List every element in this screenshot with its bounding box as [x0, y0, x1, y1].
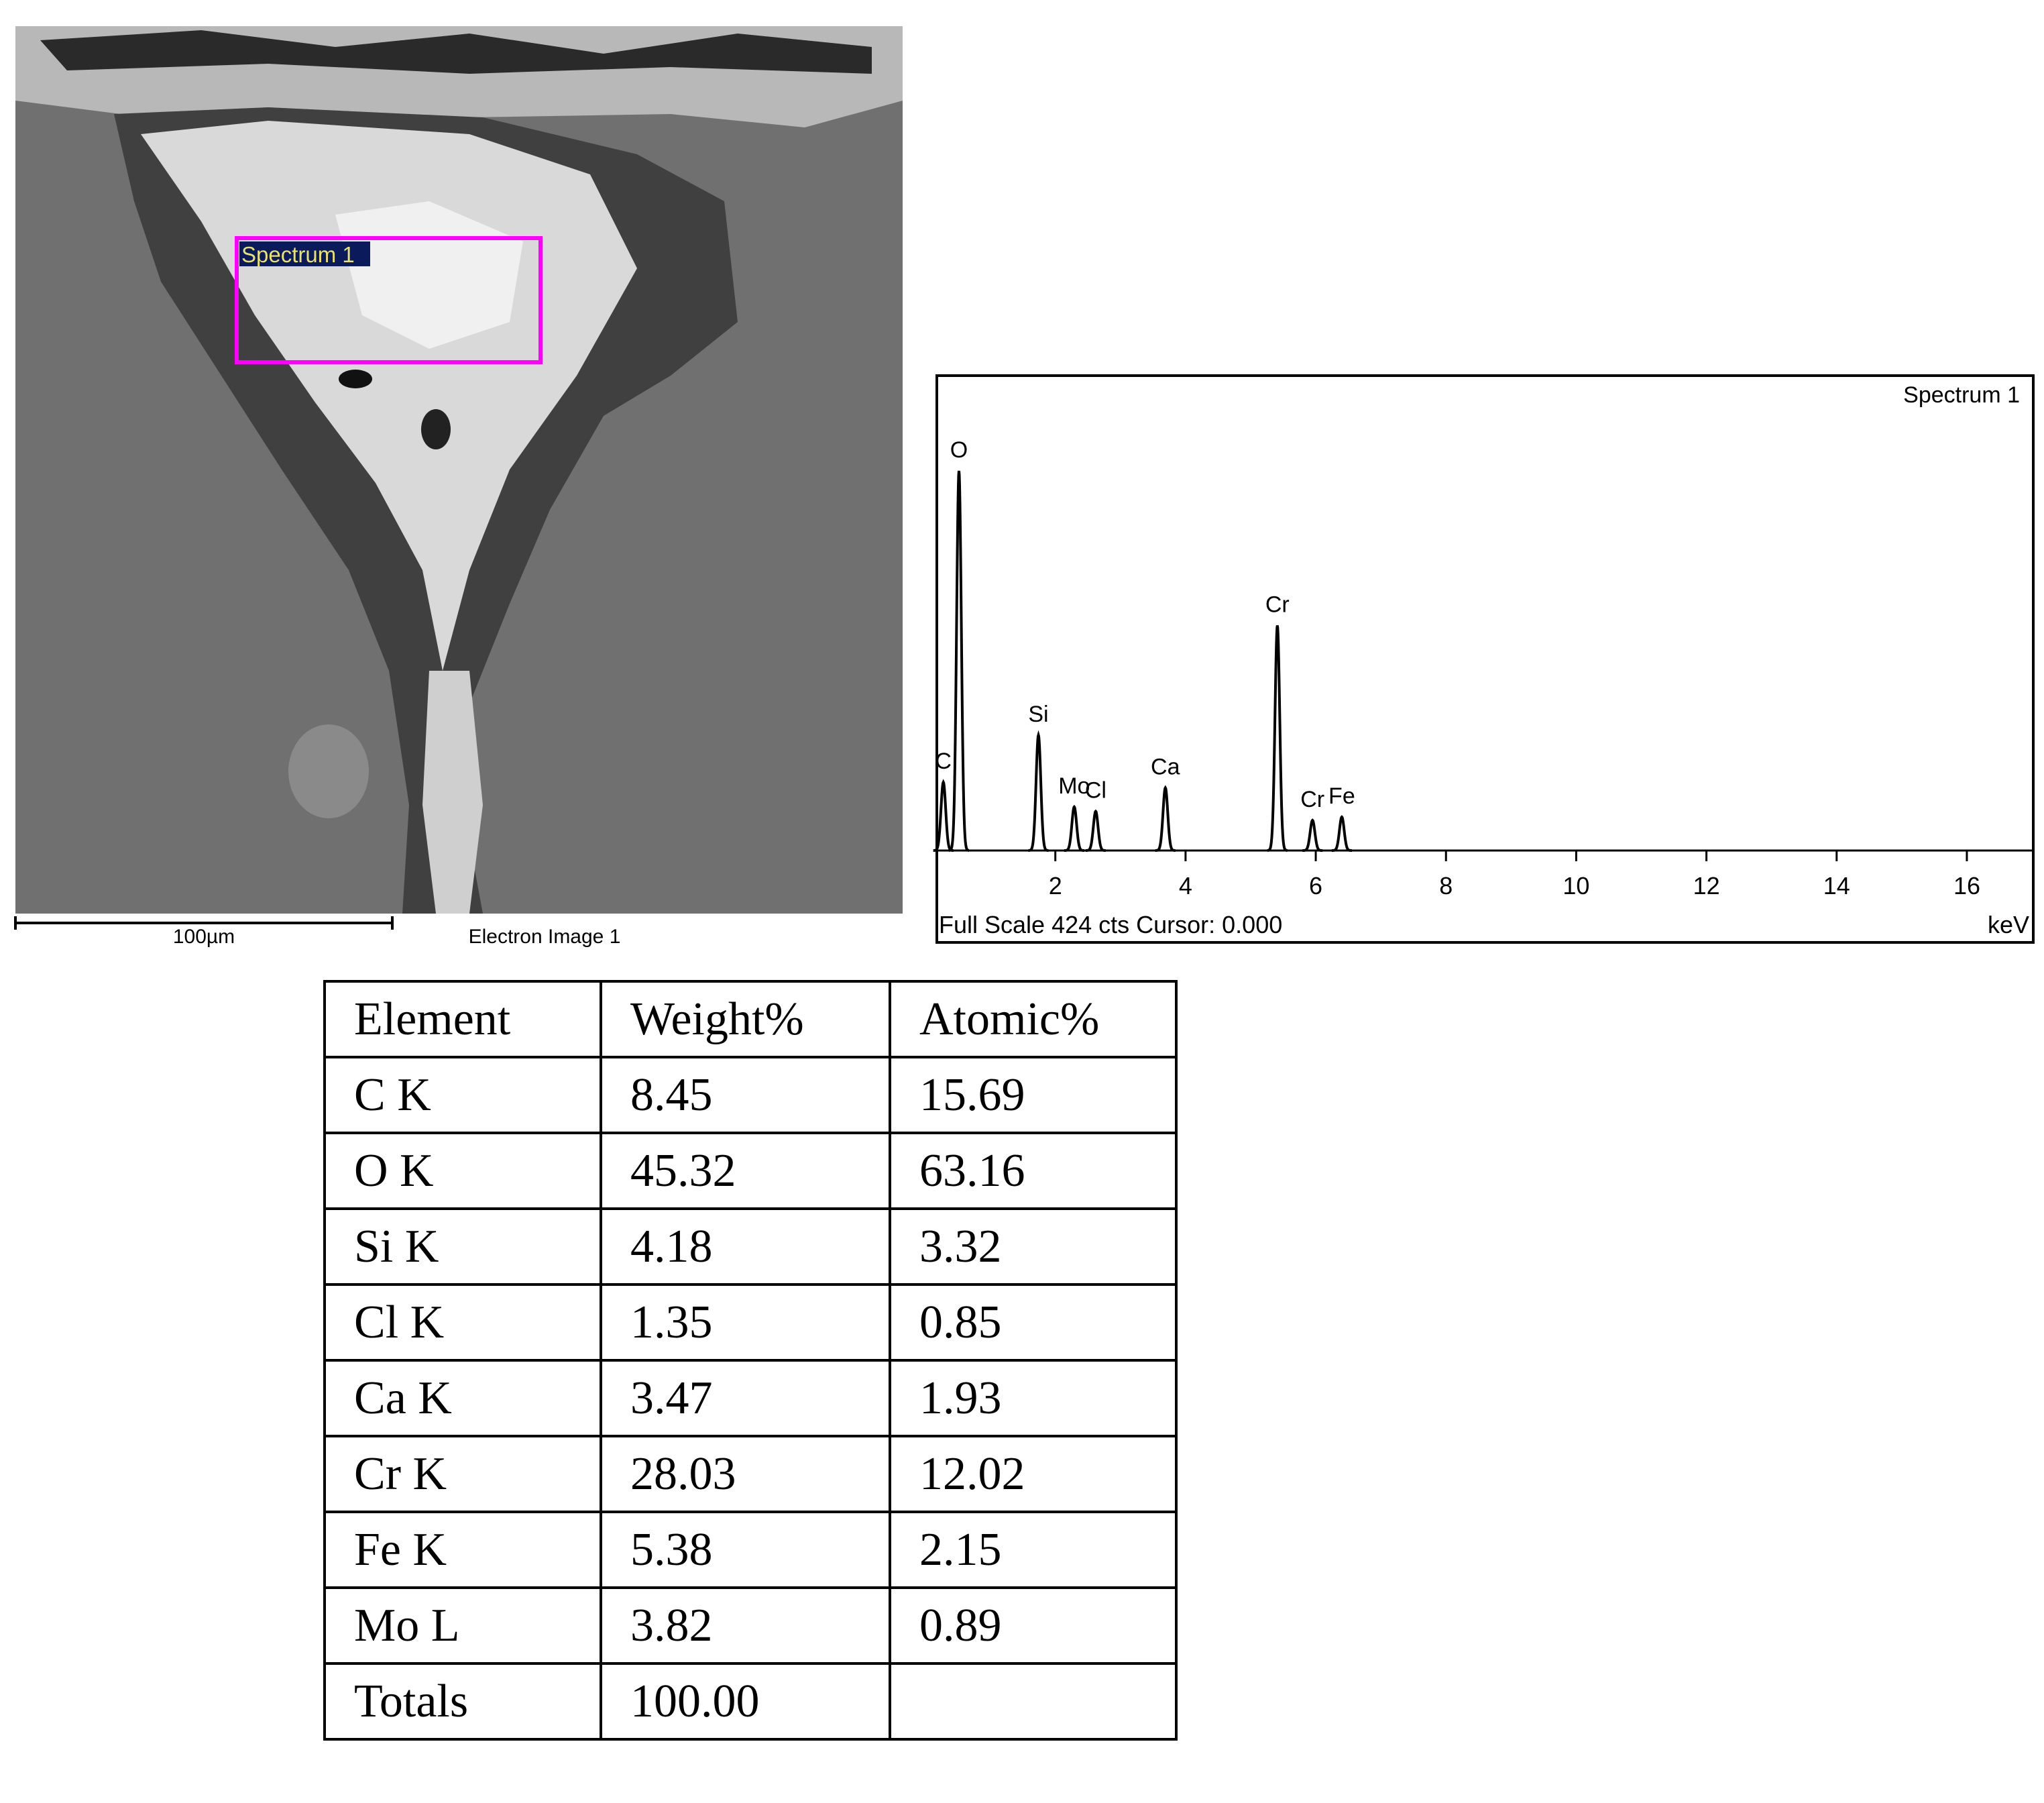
- table-cell: Si K: [323, 1207, 602, 1286]
- table-cell: [889, 1662, 1178, 1741]
- table-row: Fe K 5.38 2.15: [323, 1511, 1178, 1589]
- peak-label: Cr: [1265, 592, 1290, 617]
- x-tick-label: 4: [1179, 872, 1192, 899]
- spectrum-peak: [949, 470, 969, 852]
- spectrum-peak: [1155, 785, 1176, 852]
- spectrum-peak: [1331, 815, 1352, 852]
- table-cell: 2.15: [889, 1511, 1178, 1589]
- spectrum-peak: [1064, 804, 1084, 852]
- table-row: Si K 4.18 3.32: [323, 1207, 1178, 1286]
- x-tick-label: 2: [1049, 872, 1062, 899]
- table-cell: 45.32: [600, 1132, 891, 1210]
- sem-image: Spectrum 1: [15, 26, 903, 914]
- figure: Spectrum 1 100µm Electron Image 1 Spectr…: [14, 26, 2035, 948]
- table-cell: 8.45: [600, 1056, 891, 1134]
- table-cell: 3.82: [600, 1586, 891, 1665]
- table-cell: 1.93: [889, 1359, 1178, 1437]
- table-cell: 1.35: [600, 1283, 891, 1362]
- table-cell: O K: [323, 1132, 602, 1210]
- table-cell: Cl K: [323, 1283, 602, 1362]
- table-cell: Atomic%: [889, 980, 1178, 1058]
- spectrum-footer: Full Scale 424 cts Cursor: 0.000: [939, 911, 1282, 938]
- peak-label: Ca: [1151, 754, 1180, 779]
- table-cell: Ca K: [323, 1359, 602, 1437]
- x-tick-label: 6: [1309, 872, 1322, 899]
- table-cell: Mo L: [323, 1586, 602, 1665]
- table-cell: C K: [323, 1056, 602, 1134]
- peak-label: Fe: [1328, 783, 1355, 809]
- peak-label: Cl: [1085, 778, 1106, 804]
- spectrum-peak: [1028, 730, 1049, 852]
- table-cell: Weight%: [600, 980, 891, 1058]
- table-cell: 63.16: [889, 1132, 1178, 1210]
- table-cell: Element: [323, 980, 602, 1058]
- table-row: O K 45.32 63.16: [323, 1132, 1178, 1210]
- table-cell: 3.32: [889, 1207, 1178, 1286]
- spectrum-frame: [935, 374, 2035, 944]
- table-cell: 4.18: [600, 1207, 891, 1286]
- table-cell: 3.47: [600, 1359, 891, 1437]
- x-tick-label: 10: [1563, 872, 1589, 899]
- table-row: Cl K 1.35 0.85: [323, 1283, 1178, 1362]
- table-cell: 100.00: [600, 1662, 891, 1741]
- table-row: Mo L 3.82 0.89: [323, 1586, 1178, 1665]
- spectrum-title: Spectrum 1: [1903, 382, 2020, 408]
- table-cell: 0.85: [889, 1283, 1178, 1362]
- spectrum-peak: [1302, 818, 1323, 852]
- peak-label: O: [950, 437, 968, 463]
- table-cell: Totals: [323, 1662, 602, 1741]
- region-label: Spectrum 1: [241, 242, 355, 267]
- table-cell: Fe K: [323, 1511, 602, 1589]
- peak-label: Si: [1028, 702, 1048, 727]
- x-tick-label: 14: [1823, 872, 1850, 899]
- table-row: C K 8.45 15.69: [323, 1056, 1178, 1134]
- table-row: Ca K 3.47 1.93: [323, 1359, 1178, 1437]
- peak-label: C: [935, 749, 952, 774]
- results-table: Element Weight% Atomic% C K 8.45 15.69 O K 45.3…: [323, 980, 1178, 1741]
- table-cell: 15.69: [889, 1056, 1178, 1134]
- x-unit: keV: [1988, 911, 2029, 938]
- table-cell: 5.38: [600, 1511, 891, 1589]
- x-tick-label: 16: [1953, 872, 1980, 899]
- x-tick-label: 8: [1439, 872, 1453, 899]
- table-row: Element Weight% Atomic%: [323, 980, 1178, 1058]
- scale-label: 100µm: [173, 926, 235, 948]
- table-cell: 28.03: [600, 1435, 891, 1513]
- table-row: Cr K 28.03 12.02: [323, 1435, 1178, 1513]
- peak-label: Cr: [1300, 787, 1324, 812]
- image-caption: Electron Image 1: [469, 926, 621, 948]
- table-cell: 12.02: [889, 1435, 1178, 1513]
- spectrum-peak: [1085, 809, 1106, 852]
- table-cell: Cr K: [323, 1435, 602, 1513]
- peak-label: Mo: [1058, 773, 1090, 799]
- x-tick-label: 12: [1693, 872, 1720, 899]
- table-cell: 0.89: [889, 1586, 1178, 1665]
- spectrum-peak: [1267, 625, 1288, 852]
- table-row: Totals 100.00: [323, 1662, 1178, 1741]
